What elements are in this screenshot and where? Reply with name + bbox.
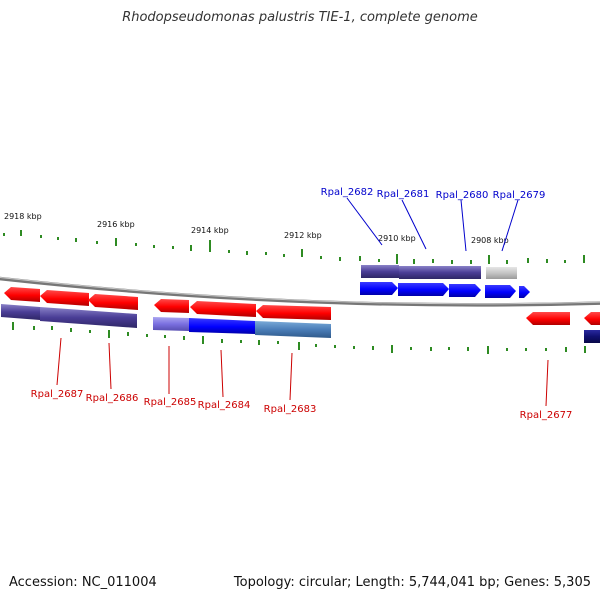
scale-label: 2908 kbp: [471, 236, 509, 245]
reverse-gene-arrow[interactable]: [4, 287, 40, 302]
gene-feature-bar[interactable]: [399, 266, 481, 279]
scale-label: 2912 kbp: [284, 231, 322, 240]
label-leader-line: [56, 337, 62, 386]
accession-text: Accession: NC_011004: [9, 575, 157, 590]
genome-backbone: [0, 276, 600, 307]
forward-gene-label[interactable]: Rpal_2679: [493, 190, 546, 201]
gene-feature-bar[interactable]: [361, 265, 399, 278]
forward-gene-arrow[interactable]: [519, 286, 530, 298]
reverse-gene-arrow[interactable]: [88, 294, 138, 310]
reverse-gene-label[interactable]: Rpal_2683: [264, 404, 317, 415]
forward-gene-label[interactable]: Rpal_2682: [321, 187, 374, 198]
gene-feature-bar[interactable]: [153, 317, 189, 331]
forward-gene-arrow[interactable]: [398, 283, 449, 296]
reverse-gene-label[interactable]: Rpal_2685: [144, 397, 197, 408]
forward-strand-track: [360, 265, 530, 298]
gene-feature-bar[interactable]: [486, 267, 517, 279]
gene-feature-bar[interactable]: [40, 307, 137, 328]
reverse-gene-label[interactable]: Rpal_2684: [198, 400, 251, 411]
reverse-gene-arrow[interactable]: [256, 305, 331, 320]
scale-label: 2910 kbp: [378, 234, 416, 243]
scale-label: 2918 kbp: [4, 212, 42, 221]
reverse-gene-label[interactable]: Rpal_2677: [520, 410, 573, 421]
label-leader-line: [289, 352, 293, 401]
forward-gene-label[interactable]: Rpal_2681: [377, 189, 430, 200]
forward-gene-arrow[interactable]: [360, 282, 398, 295]
label-leader-line: [460, 199, 467, 252]
gene-feature-bar[interactable]: [584, 330, 600, 343]
label-leader-line: [501, 199, 519, 252]
scale-label: 2916 kbp: [97, 220, 135, 229]
gc-ticks-lower: [12, 322, 586, 354]
map-title: Rhodopseudomonas palustris TIE-1, comple…: [122, 10, 478, 25]
reverse-gene-label[interactable]: Rpal_2687: [31, 389, 84, 400]
gene-feature-bar[interactable]: [189, 318, 255, 334]
forward-gene-arrow[interactable]: [449, 284, 481, 297]
reverse-gene-arrow[interactable]: [584, 312, 600, 325]
scale-label: 2914 kbp: [191, 226, 229, 235]
reverse-gene-arrow[interactable]: [154, 299, 189, 313]
genome-summary-text: Topology: circular; Length: 5,744,041 bp…: [233, 575, 591, 590]
reverse-gene-arrow[interactable]: [526, 312, 570, 325]
label-leader-line: [108, 342, 112, 390]
reverse-gene-label[interactable]: Rpal_2686: [86, 393, 139, 404]
forward-gene-label[interactable]: Rpal_2680: [436, 190, 489, 201]
gc-ticks-upper: [3, 230, 585, 264]
gene-feature-bar[interactable]: [255, 321, 331, 338]
forward-gene-arrow[interactable]: [485, 285, 516, 298]
reverse-strand-track: [1, 287, 600, 343]
reverse-gene-arrow[interactable]: [190, 301, 256, 317]
label-leader-line: [346, 197, 383, 246]
genome-backbone-highlight: [0, 277, 600, 305]
gene-feature-bar[interactable]: [1, 304, 40, 320]
reverse-gene-arrow[interactable]: [40, 290, 89, 306]
label-leader-line: [545, 359, 549, 407]
label-leader-line: [401, 199, 427, 250]
label-leader-line: [220, 349, 224, 398]
